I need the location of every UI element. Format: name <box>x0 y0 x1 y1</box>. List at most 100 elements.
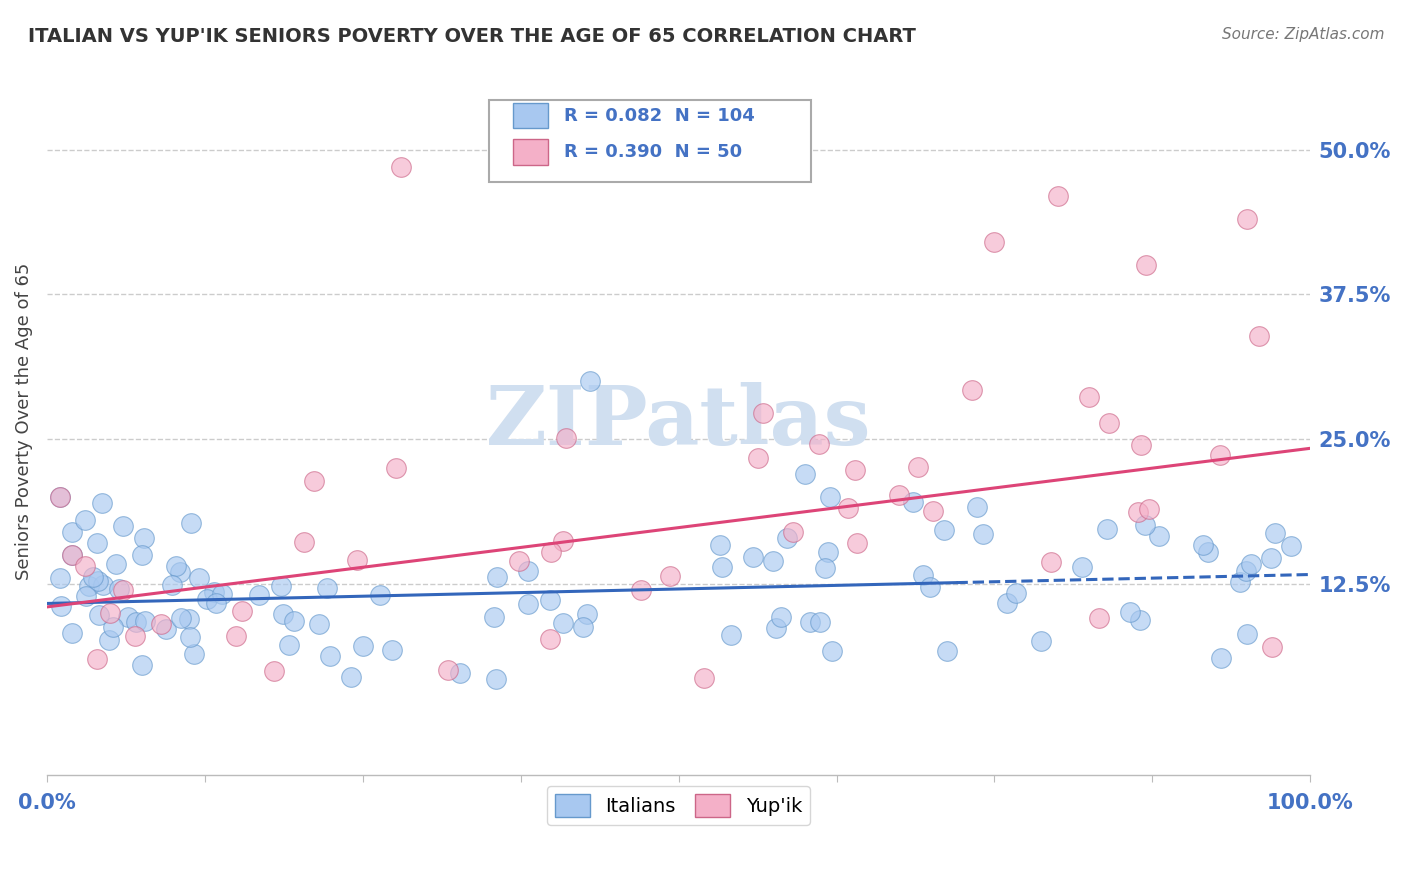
Point <box>87 574 110 588</box>
Point <box>808 615 831 629</box>
Point <box>381 643 404 657</box>
Bar <box>513 103 548 128</box>
Bar <box>513 139 548 165</box>
Point <box>934 523 956 537</box>
Point <box>179 631 201 645</box>
Point <box>73 559 96 574</box>
Point <box>1191 538 1213 552</box>
Point <box>575 607 598 621</box>
Point <box>60 524 83 539</box>
Point <box>277 638 299 652</box>
Point <box>346 553 368 567</box>
Point <box>1005 585 1028 599</box>
Point <box>1029 634 1052 648</box>
Point <box>1279 539 1302 553</box>
Point <box>1197 545 1219 559</box>
Point <box>935 644 957 658</box>
Point <box>48 571 70 585</box>
Point <box>907 460 929 475</box>
Point <box>60 625 83 640</box>
Point <box>912 568 935 582</box>
Point <box>922 504 945 518</box>
Point <box>516 564 538 578</box>
Point <box>108 582 131 596</box>
Point <box>551 533 574 548</box>
Point <box>752 406 775 420</box>
Point <box>162 577 184 591</box>
Point <box>793 467 815 481</box>
Point <box>89 607 111 622</box>
Point <box>131 548 153 562</box>
Point <box>962 383 984 397</box>
Point <box>1264 526 1286 541</box>
Point <box>844 463 866 477</box>
Point <box>1234 564 1257 578</box>
Point <box>846 536 869 550</box>
Point <box>555 431 578 445</box>
Legend: Italians, Yup'ik: Italians, Yup'ik <box>547 786 810 825</box>
Point <box>508 554 530 568</box>
Point <box>1240 557 1263 571</box>
Text: ZIPatlas: ZIPatlas <box>486 382 872 462</box>
Point <box>1070 559 1092 574</box>
Point <box>538 593 561 607</box>
Point <box>247 588 270 602</box>
Point <box>75 589 97 603</box>
Point <box>692 672 714 686</box>
Point <box>319 648 342 663</box>
Point <box>1095 522 1118 536</box>
Point <box>165 559 187 574</box>
Point <box>901 495 924 509</box>
Point <box>995 595 1018 609</box>
Point <box>179 612 201 626</box>
Point <box>263 664 285 678</box>
Point <box>389 160 412 174</box>
Point <box>51 599 73 613</box>
Point <box>776 531 799 545</box>
Point <box>225 629 247 643</box>
Point <box>1128 505 1150 519</box>
Point <box>1135 258 1157 272</box>
Point <box>77 579 100 593</box>
Point <box>48 490 70 504</box>
Point <box>579 374 602 388</box>
Point <box>283 614 305 628</box>
Text: R = 0.390  N = 50: R = 0.390 N = 50 <box>564 143 742 161</box>
Point <box>195 591 218 606</box>
Point <box>709 538 731 552</box>
Point <box>538 632 561 646</box>
Point <box>817 545 839 559</box>
Point <box>180 516 202 531</box>
Point <box>814 560 837 574</box>
Point <box>86 652 108 666</box>
Point <box>111 519 134 533</box>
Point <box>1039 555 1062 569</box>
Point <box>818 490 841 504</box>
Y-axis label: Seniors Poverty Over the Age of 65: Seniors Poverty Over the Age of 65 <box>15 263 32 581</box>
Point <box>799 615 821 629</box>
Point <box>352 639 374 653</box>
Point <box>741 549 763 564</box>
Text: ITALIAN VS YUP'IK SENIORS POVERTY OVER THE AGE OF 65 CORRELATION CHART: ITALIAN VS YUP'IK SENIORS POVERTY OVER T… <box>28 27 915 45</box>
Point <box>170 610 193 624</box>
Point <box>437 663 460 677</box>
Point <box>292 535 315 549</box>
Point <box>304 474 326 488</box>
Point <box>60 548 83 562</box>
Point <box>105 557 128 571</box>
Point <box>270 579 292 593</box>
Point <box>966 500 988 514</box>
Point <box>1129 613 1152 627</box>
Point <box>91 578 114 592</box>
Point <box>205 596 228 610</box>
Point <box>385 461 408 475</box>
Point <box>553 615 575 630</box>
Point <box>308 617 330 632</box>
Point <box>1078 390 1101 404</box>
Point <box>482 609 505 624</box>
Point <box>782 524 804 539</box>
Point <box>821 644 844 658</box>
Point <box>1149 529 1171 543</box>
Point <box>659 569 682 583</box>
Point <box>231 604 253 618</box>
